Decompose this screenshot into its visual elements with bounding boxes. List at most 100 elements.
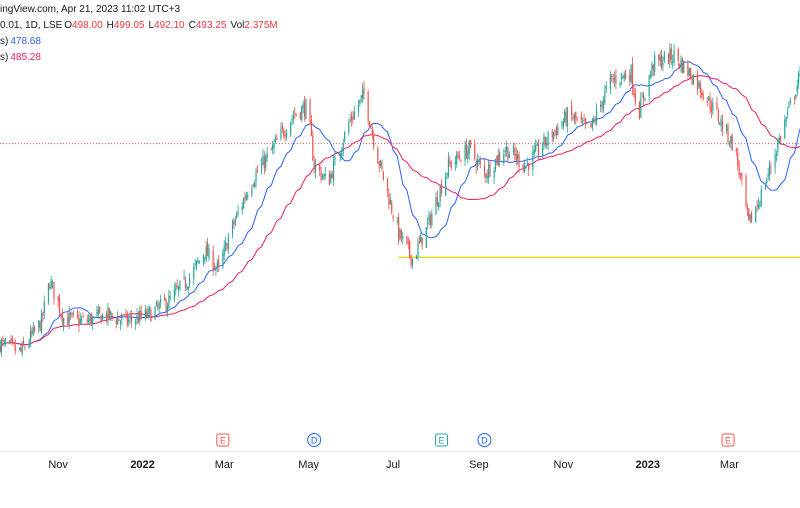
candle[interactable] [362, 83, 364, 104]
candle[interactable] [651, 61, 653, 79]
candle[interactable] [270, 147, 272, 151]
candle[interactable] [467, 145, 469, 164]
candle[interactable] [136, 308, 138, 325]
candle[interactable] [663, 50, 665, 64]
candle[interactable] [764, 182, 766, 191]
candle[interactable] [86, 314, 88, 326]
candle[interactable] [150, 307, 152, 322]
candle[interactable] [399, 227, 401, 242]
candle[interactable] [348, 118, 350, 136]
candle[interactable] [631, 56, 634, 96]
candle[interactable] [105, 311, 108, 324]
candle[interactable] [128, 315, 130, 327]
candle[interactable] [165, 298, 167, 315]
candle[interactable] [31, 327, 33, 339]
candle[interactable] [409, 239, 411, 260]
candle[interactable] [590, 122, 592, 129]
candle[interactable] [216, 259, 218, 273]
candle[interactable] [388, 188, 390, 210]
candle[interactable] [309, 97, 311, 126]
candle[interactable] [710, 99, 713, 119]
candle[interactable] [184, 276, 187, 292]
candle[interactable] [215, 265, 217, 277]
candle[interactable] [561, 120, 563, 130]
candle[interactable] [701, 88, 703, 99]
candle[interactable] [633, 84, 635, 98]
candle[interactable] [445, 172, 447, 197]
candle[interactable] [778, 133, 780, 145]
candle[interactable] [436, 190, 438, 208]
candle[interactable] [692, 74, 695, 86]
candle[interactable] [121, 312, 123, 326]
candle[interactable] [115, 317, 117, 329]
candle[interactable] [260, 157, 263, 175]
candle[interactable] [535, 139, 537, 153]
candle[interactable] [503, 148, 505, 167]
candle[interactable] [231, 219, 234, 239]
candle[interactable] [518, 151, 520, 174]
candle[interactable] [256, 165, 259, 173]
candle[interactable] [427, 216, 429, 230]
candle[interactable] [760, 185, 762, 208]
candle[interactable] [225, 236, 227, 252]
candle[interactable] [775, 150, 778, 162]
candle[interactable] [61, 308, 63, 327]
candle[interactable] [147, 305, 149, 320]
candle[interactable] [604, 84, 606, 106]
candle[interactable] [730, 135, 732, 149]
candle[interactable] [130, 310, 133, 328]
candle[interactable] [523, 160, 526, 173]
candle[interactable] [727, 122, 729, 146]
candle[interactable] [69, 311, 72, 320]
candle[interactable] [465, 138, 468, 160]
candle[interactable] [328, 170, 331, 186]
candle[interactable] [47, 283, 50, 305]
candle[interactable] [652, 63, 654, 77]
candle[interactable] [242, 196, 245, 210]
candle[interactable] [493, 167, 495, 185]
candle[interactable] [303, 96, 306, 122]
candle[interactable] [709, 91, 711, 114]
candle[interactable] [780, 135, 782, 145]
candle[interactable] [420, 232, 422, 243]
candle[interactable] [774, 148, 776, 174]
ma-fast-line[interactable] [0, 61, 800, 353]
candle[interactable] [189, 273, 191, 288]
candle[interactable] [649, 70, 652, 79]
candle[interactable] [14, 338, 16, 355]
candle[interactable] [245, 191, 247, 201]
candle[interactable] [223, 240, 225, 261]
candle[interactable] [386, 178, 389, 198]
candle[interactable] [234, 216, 236, 227]
candle[interactable] [100, 314, 102, 324]
candle[interactable] [323, 173, 325, 181]
candle[interactable] [272, 140, 274, 155]
dividend-event-icon[interactable]: D [477, 433, 492, 447]
candle[interactable] [68, 305, 70, 330]
candle[interactable] [566, 106, 569, 133]
candle[interactable] [458, 150, 461, 161]
candle[interactable] [526, 157, 528, 167]
candle[interactable] [582, 117, 584, 125]
candle[interactable] [512, 142, 515, 156]
candle[interactable] [497, 148, 499, 167]
candle[interactable] [644, 97, 646, 102]
candle[interactable] [777, 137, 779, 156]
candle[interactable] [392, 214, 394, 222]
candle[interactable] [291, 114, 293, 126]
candle[interactable] [13, 341, 15, 346]
candle[interactable] [641, 91, 643, 98]
candle[interactable] [795, 94, 797, 100]
legend-ma-slow-row[interactable]: s) 485.28 [0, 50, 278, 66]
candle[interactable] [623, 71, 625, 83]
candle[interactable] [227, 232, 229, 255]
candle[interactable] [406, 235, 408, 246]
candle[interactable] [586, 122, 588, 125]
candle[interactable] [283, 127, 285, 139]
candle[interactable] [648, 74, 650, 102]
candle[interactable] [241, 202, 243, 215]
candle[interactable] [669, 43, 671, 69]
candle[interactable] [698, 80, 700, 89]
candle[interactable] [475, 158, 477, 174]
candle[interactable] [615, 68, 617, 90]
